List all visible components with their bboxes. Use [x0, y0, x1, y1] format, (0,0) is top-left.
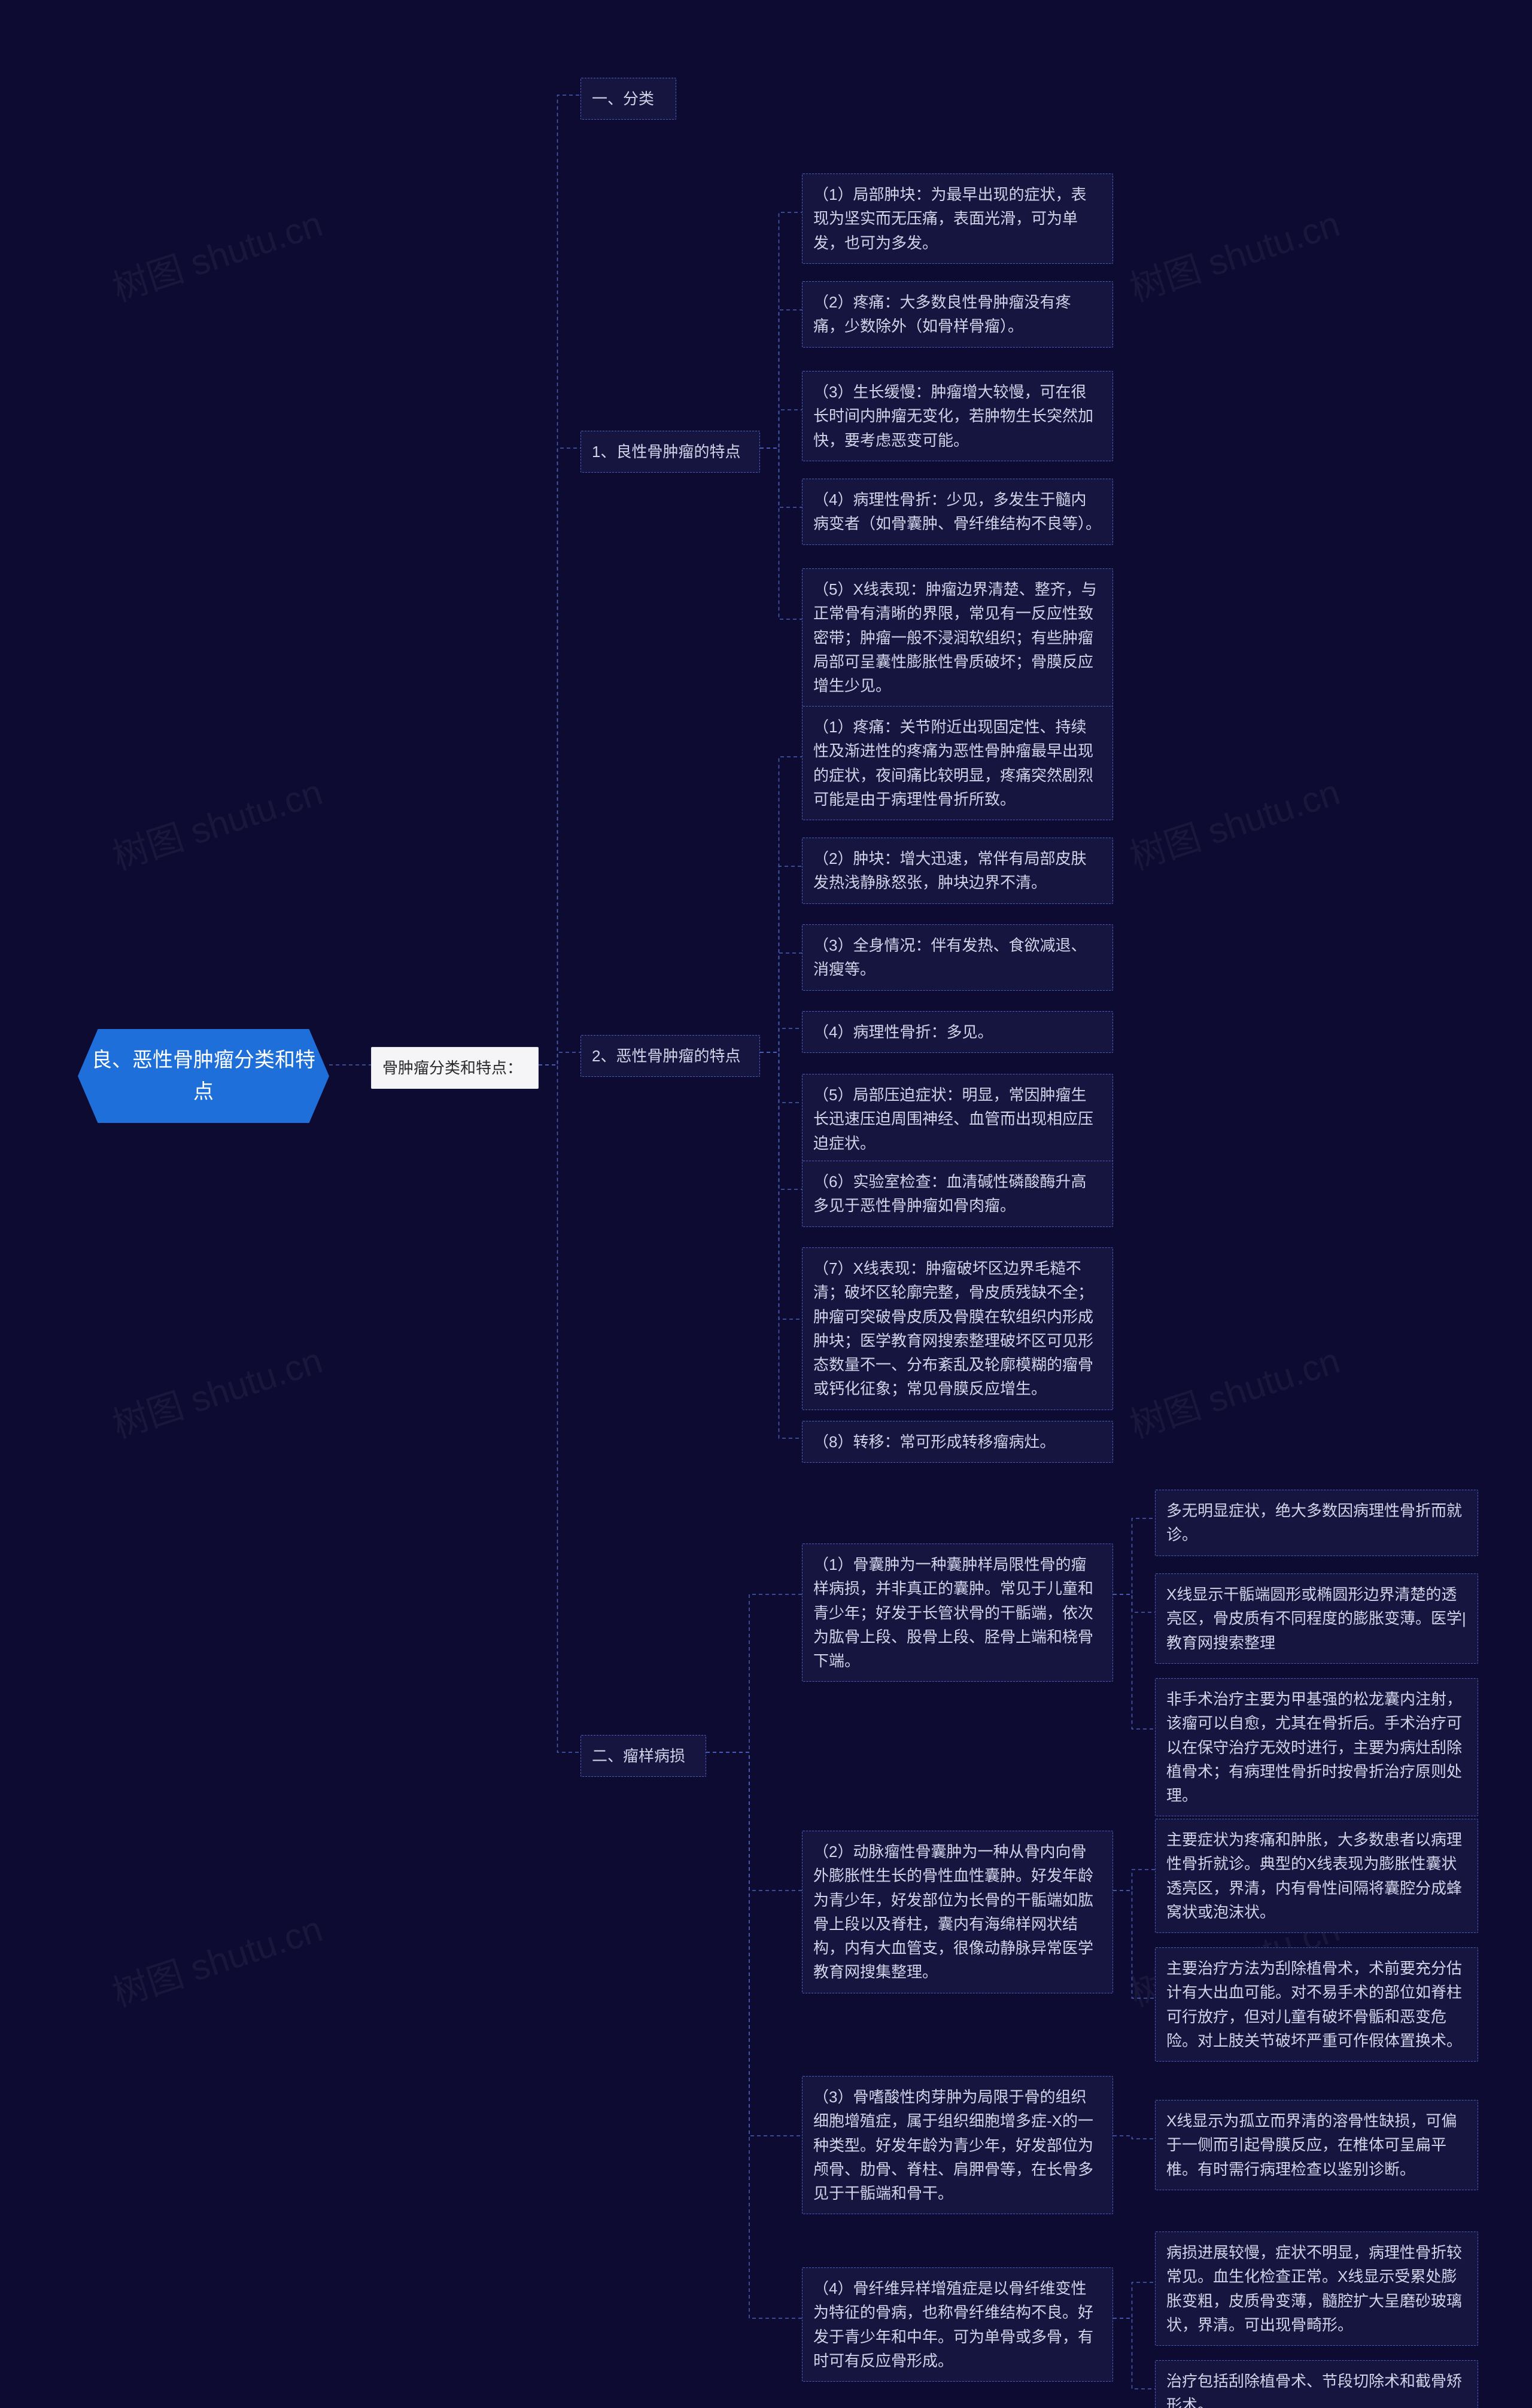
lesion-subitem: 主要症状为疼痛和肿胀，大多数患者以病理性骨折就诊。典型的X线表现为膨胀性囊状透亮…: [1155, 1819, 1478, 1933]
benign-item: （1）局部肿块：为最早出现的症状，表现为坚实而无压痛，表面光滑，可为单发，也可为…: [802, 173, 1113, 264]
malignant-item: （4）病理性骨折：多见。: [802, 1011, 1113, 1053]
benign-item: （2）疼痛：大多数良性骨肿瘤没有疼痛，少数除外（如骨样骨瘤）。: [802, 281, 1113, 348]
lesion-item: （2）动脉瘤性骨囊肿为一种从骨内向骨外膨胀性生长的骨性血性囊肿。好发年龄为青少年…: [802, 1831, 1113, 1993]
lesion-subitem: 病损进展较慢，症状不明显，病理性骨折较常见。血生化检查正常。X线显示受累处膨胀变…: [1155, 2232, 1478, 2346]
lesion-item: （1）骨囊肿为一种囊肿样局限性骨的瘤样病损，并非真正的囊肿。常见于儿童和青少年；…: [802, 1544, 1113, 1682]
level2-node: 一、分类: [580, 78, 676, 120]
mindmap-canvas: 良、恶性骨肿瘤分类和特点骨肿瘤分类和特点： 一、分类二、瘤样病损 1、良性骨肿瘤的特…: [0, 0, 1532, 2408]
malignant-item: （1）疼痛：关节附近出现固定性、持续性及渐进性的疼痛为恶性骨肿瘤最早出现的症状，…: [802, 706, 1113, 820]
malignant-item: （2）肿块：增大迅速，常伴有局部皮肤发热浅静脉怒张，肿块边界不清。: [802, 838, 1113, 904]
lesion-subitem: 多无明显症状，绝大多数因病理性骨折而就诊。: [1155, 1490, 1478, 1556]
malignant-header: 2、恶性骨肿瘤的特点: [580, 1035, 760, 1077]
lesion-item: （4）骨纤维异样增殖症是以骨纤维变性为特征的骨病，也称骨纤维结构不良。好发于青少…: [802, 2267, 1113, 2382]
benign-item: （4）病理性骨折：少见，多发生于髓内病变者（如骨囊肿、骨纤维结构不良等）。: [802, 479, 1113, 545]
lesion-subitem: 治疗包括刮除植骨术、节段切除术和截骨矫形术。: [1155, 2360, 1478, 2408]
lesion-subitem: X线显示干骺端圆形或椭圆形边界清楚的透亮区，骨皮质有不同程度的膨胀变薄。医学|教…: [1155, 1573, 1478, 1664]
level2-node: 二、瘤样病损: [580, 1735, 706, 1777]
malignant-item: （5）局部压迫症状：明显，常因肿瘤生长迅速压迫周围神经、血管而出现相应压迫症状。: [802, 1074, 1113, 1164]
malignant-item: （8）转移：常可形成转移瘤病灶。: [802, 1421, 1113, 1463]
malignant-item: （7）X线表现：肿瘤破坏区边界毛糙不清；破坏区轮廓完整，骨皮质残缺不全；肿瘤可突…: [802, 1247, 1113, 1410]
malignant-item: （6）实验室检查：血清碱性磷酸酶升高多见于恶性骨肿瘤如骨肉瘤。: [802, 1161, 1113, 1227]
root-node: 良、恶性骨肿瘤分类和特点: [78, 1029, 329, 1123]
benign-header: 1、良性骨肿瘤的特点: [580, 431, 760, 473]
lesion-item: （3）骨嗜酸性肉芽肿为局限于骨的组织细胞增殖症，属于组织细胞增多症-X的一种类型…: [802, 2076, 1113, 2214]
lesion-subitem: 主要治疗方法为刮除植骨术，术前要充分估计有大出血可能。对不易手术的部位如脊柱可行…: [1155, 1947, 1478, 2062]
level1-node: 骨肿瘤分类和特点：: [371, 1047, 539, 1089]
lesion-subitem: 非手术治疗主要为甲基强的松龙囊内注射，该瘤可以自愈，尤其在骨折后。手术治疗可以在…: [1155, 1678, 1478, 1816]
benign-item: （3）生长缓慢：肿瘤增大较慢，可在很长时间内肿瘤无变化，若肿物生长突然加快，要考…: [802, 371, 1113, 461]
lesion-subitem: X线显示为孤立而界清的溶骨性缺损，可偏于一侧而引起骨膜反应，在椎体可呈扁平椎。有…: [1155, 2100, 1478, 2190]
malignant-item: （3）全身情况：伴有发热、食欲减退、消瘦等。: [802, 924, 1113, 991]
benign-item: （5）X线表现：肿瘤边界清楚、整齐，与正常骨有清晰的界限，常见有一反应性致密带；…: [802, 568, 1113, 707]
